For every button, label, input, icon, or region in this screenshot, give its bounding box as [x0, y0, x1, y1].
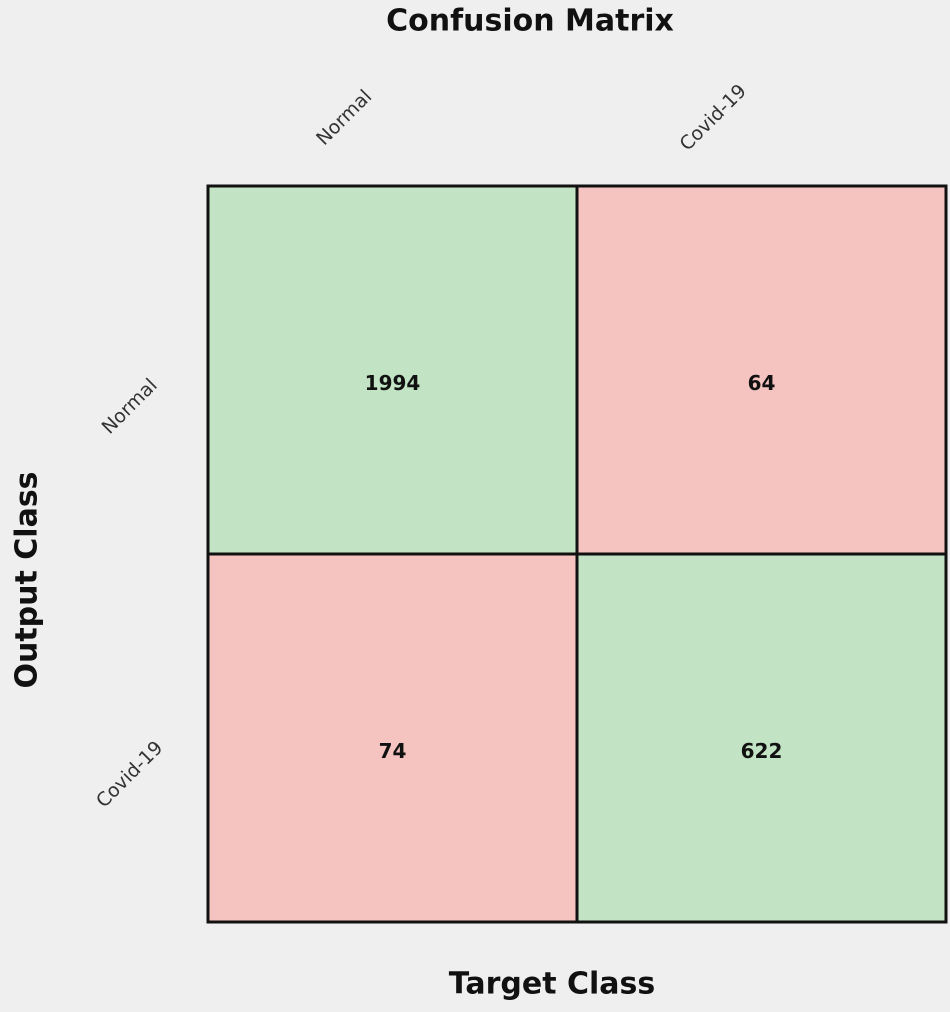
cell-value: 64	[748, 371, 776, 395]
matrix-cell	[575, 552, 948, 924]
cell-value: 74	[379, 739, 407, 763]
cell-value: 1994	[365, 371, 421, 395]
matrix-cell	[206, 552, 579, 924]
chart-title: Confusion Matrix	[386, 4, 674, 39]
cell-value: 622	[741, 739, 783, 763]
matrix-cell	[206, 184, 579, 556]
y-axis-label: Output Class	[10, 471, 45, 688]
matrix-cell	[575, 184, 948, 556]
x-axis-label: Target Class	[449, 967, 656, 1002]
